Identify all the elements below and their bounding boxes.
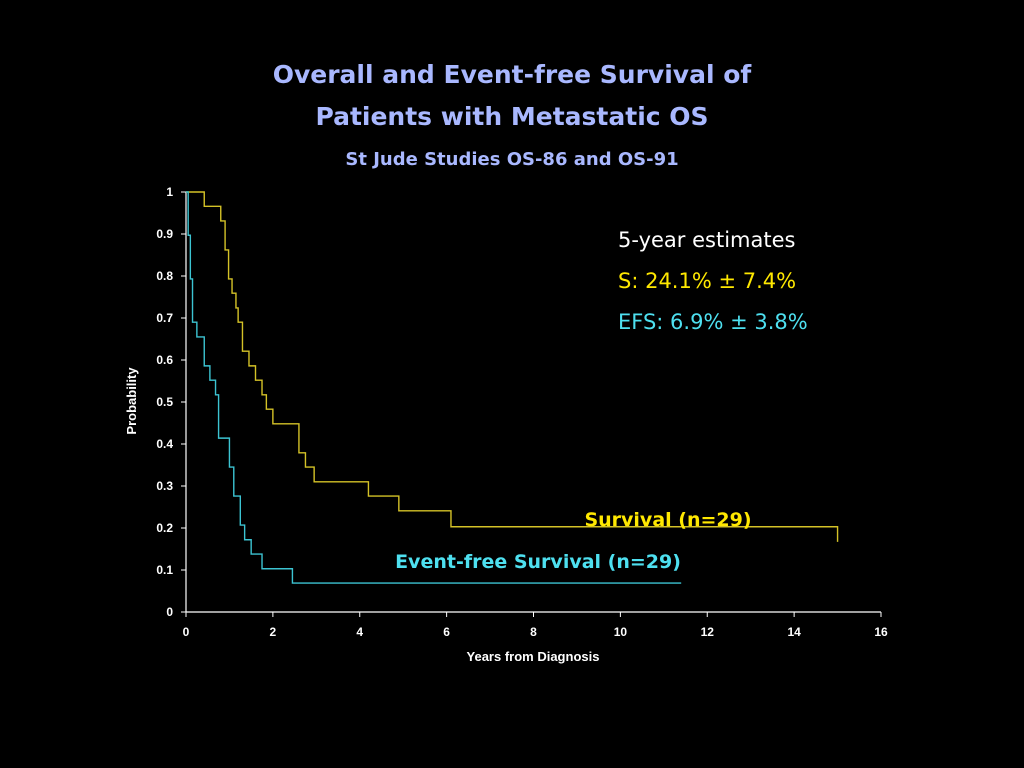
y-tick-label: 0.2 (156, 521, 173, 535)
slide-title-line1: Overall and Event-free Survival of (272, 60, 752, 89)
y-tick-label: 0.8 (156, 269, 173, 283)
x-tick-label: 4 (356, 625, 363, 639)
estimates-heading: 5-year estimates (618, 228, 796, 252)
y-axis-label: Probability (124, 367, 139, 435)
x-tick-label: 14 (787, 625, 801, 639)
slide-subtitle: St Jude Studies OS-86 and OS-91 (345, 149, 679, 170)
y-tick-label: 0.4 (156, 437, 173, 451)
efs-estimate: EFS: 6.9% ± 3.8% (618, 310, 808, 334)
y-tick-label: 1 (166, 185, 173, 199)
x-tick-label: 12 (701, 625, 715, 639)
survival-curve (186, 191, 839, 542)
y-tick-label: 0.6 (156, 353, 173, 367)
y-tick-label: 0.5 (156, 395, 173, 409)
x-tick-label: 8 (530, 625, 537, 639)
x-tick-label: 0 (183, 625, 190, 639)
chart-series (186, 191, 839, 584)
y-tick-label: 0.9 (156, 227, 173, 241)
x-axis-label: Years from Diagnosis (467, 649, 600, 664)
slide-title-line2: Patients with Metastatic OS (315, 102, 709, 131)
x-tick-label: 6 (443, 625, 450, 639)
y-tick-label: 0.1 (156, 563, 173, 577)
efs-series-label: Event-free Survival (n=29) (395, 551, 681, 573)
survival-estimate: S: 24.1% ± 7.4% (618, 269, 797, 293)
y-tick-label: 0 (166, 605, 173, 619)
chart-axes: 0 2 4 6 8 10 12 14 16 0 0.1 0.2 0.3 0.4 0.5 0.6 0.7 0.8 0.… (156, 185, 888, 639)
x-tick-label: 10 (614, 625, 628, 639)
x-tick-label: 2 (270, 625, 277, 639)
y-tick-label: 0.7 (156, 311, 173, 325)
efs-curve (186, 191, 682, 584)
survival-series-label: Survival (n=29) (584, 509, 751, 531)
x-tick-label: 16 (874, 625, 888, 639)
y-tick-label: 0.3 (156, 479, 173, 493)
